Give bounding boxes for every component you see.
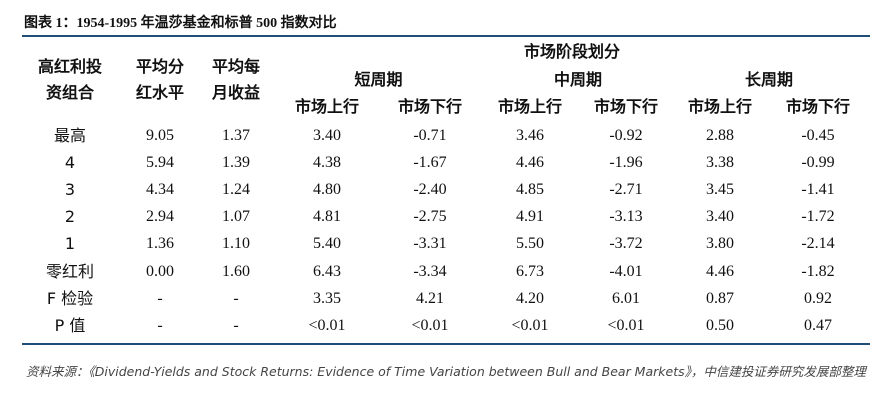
cell: -2.71: [609, 181, 643, 199]
cell: 1.39: [222, 154, 250, 172]
cell: 9.05: [146, 127, 174, 144]
cell: 5.50: [516, 235, 544, 253]
period-header: 长周期: [744, 70, 794, 89]
cell: 1.60: [222, 262, 250, 280]
cell: 3.38: [706, 154, 734, 172]
cell: 4.34: [146, 181, 174, 199]
column-header: 高红利投: [37, 57, 103, 76]
cell: 4.80: [313, 181, 341, 199]
row-label: 3: [64, 180, 76, 200]
cell: 4.91: [516, 208, 544, 226]
cell: 6.73: [516, 262, 544, 280]
period-header: 中周期: [553, 70, 603, 89]
cell: 3.40: [313, 127, 341, 144]
row-label: P 值: [54, 315, 86, 335]
cell: 0.47: [804, 316, 832, 334]
column-header: 月收益: [211, 83, 261, 102]
bottom-rule: [22, 343, 870, 345]
cell: 5.40: [313, 235, 341, 253]
period-header: 短周期: [354, 70, 403, 89]
cell: -1.72: [801, 208, 835, 226]
cell: 3.45: [706, 181, 734, 199]
cell: -: [157, 316, 163, 334]
cell: 6.43: [313, 262, 341, 280]
cell: -3.72: [609, 235, 643, 253]
row-label: 4: [64, 153, 76, 173]
cell: 3.80: [706, 235, 734, 253]
cell: 0.00: [146, 262, 174, 280]
cell: 4.85: [516, 181, 544, 199]
cell: -3.31: [413, 235, 447, 253]
cell: -3.13: [609, 208, 643, 226]
cell: -: [233, 316, 239, 334]
column-header: 资组合: [45, 83, 95, 102]
cell: -3.34: [413, 262, 447, 280]
cell: 1.36: [146, 235, 174, 253]
cell: 3.35: [313, 289, 341, 307]
top-rule: [22, 35, 870, 37]
title: 图表 1：1954-1995 年温莎基金和标普 500 指数对比: [24, 16, 337, 31]
source: 资料来源：《Dividend-Yields and Stock Returns:…: [26, 364, 866, 379]
cell: -1.96: [609, 154, 643, 172]
row-label: 零红利: [45, 261, 95, 281]
cell: -1.82: [801, 262, 835, 280]
row-label: 最高: [53, 126, 87, 145]
column-header: 平均每: [211, 57, 261, 76]
row-label: 2: [64, 207, 76, 227]
cell: 5.94: [146, 154, 174, 172]
cell: 1.24: [222, 181, 250, 199]
cell: 3.46: [516, 127, 544, 144]
cell: -: [157, 289, 163, 307]
cell: <0.01: [511, 316, 549, 334]
row-label: F 检验: [46, 288, 94, 308]
cell: 6.01: [612, 289, 640, 307]
cell: 4.81: [313, 208, 341, 226]
phase-header: 市场上行: [687, 97, 753, 116]
cell: 4.20: [516, 289, 544, 307]
cell: -0.99: [801, 154, 835, 172]
phase-header: 市场下行: [785, 97, 851, 116]
cell: 4.46: [516, 154, 544, 172]
cell: 1.07: [222, 208, 250, 226]
cell: -0.92: [609, 127, 643, 144]
cell: -1.41: [801, 181, 835, 199]
cell: 1.37: [222, 127, 250, 144]
phase-header: 市场下行: [593, 97, 659, 116]
phase-header: 市场上行: [497, 97, 563, 116]
cell: 0.87: [706, 289, 734, 307]
row-label: 1: [64, 234, 76, 254]
group-header: 市场阶段划分: [523, 42, 621, 61]
cell: 0.50: [706, 316, 734, 334]
cell: -2.75: [413, 208, 447, 226]
cell: 2.94: [146, 208, 174, 226]
cell: -: [233, 289, 239, 307]
cell: -4.01: [609, 262, 643, 280]
cell: -1.67: [413, 154, 447, 172]
phase-header: 市场上行: [294, 97, 360, 116]
cell: 2.88: [706, 127, 734, 144]
cell: 4.21: [416, 289, 444, 307]
column-header: 红水平: [135, 83, 185, 102]
cell: 3.40: [706, 208, 734, 226]
cell: -2.40: [413, 181, 447, 199]
cell: 4.46: [706, 262, 734, 280]
cell: 4.38: [313, 154, 341, 172]
cell: -0.45: [801, 127, 835, 144]
cell: <0.01: [308, 316, 346, 334]
cell: -2.14: [801, 235, 835, 253]
column-header: 平均分: [135, 57, 185, 76]
cell: <0.01: [411, 316, 449, 334]
cell: <0.01: [607, 316, 645, 334]
phase-header: 市场下行: [397, 97, 463, 116]
cell: -0.71: [413, 127, 447, 144]
cell: 0.92: [804, 289, 832, 307]
cell: 1.10: [222, 235, 250, 253]
